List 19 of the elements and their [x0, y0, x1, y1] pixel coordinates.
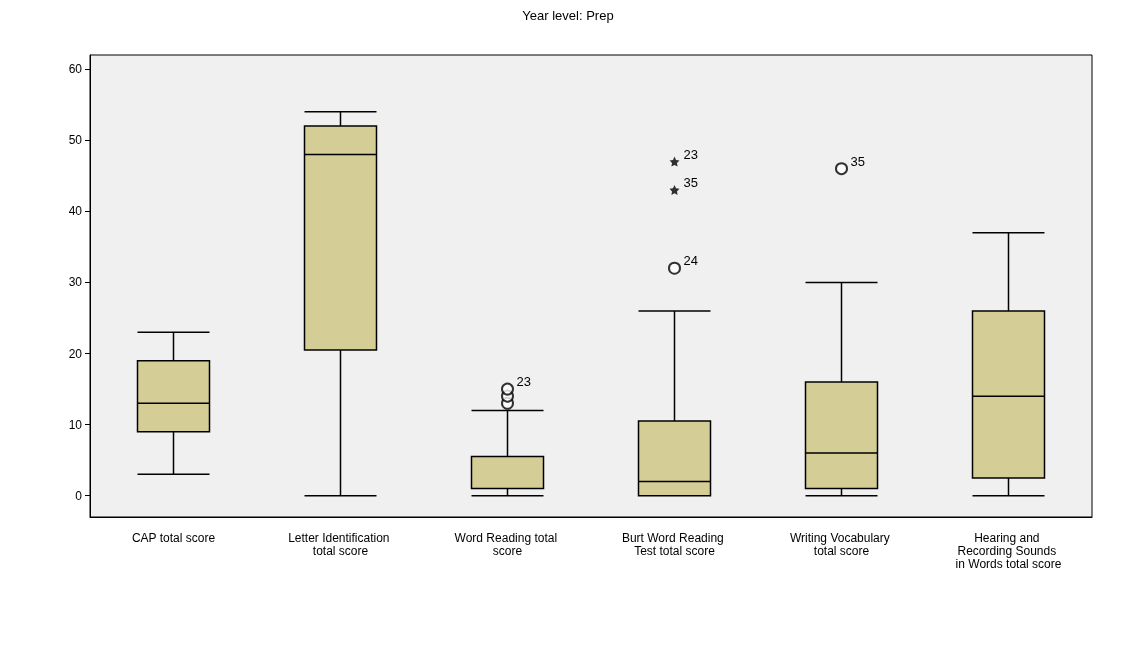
annotation: 35 [850, 153, 865, 169]
y-tick-label: 60 [68, 62, 83, 77]
x-tick-label: Writing Vocabulary total score [789, 530, 894, 558]
x-tick-label: Word Reading total score [454, 530, 561, 558]
annotation: 35 [683, 175, 698, 191]
annotation: 23 [516, 374, 531, 390]
annotation: 24 [683, 253, 698, 269]
x-tick-label: Letter Identification total score [288, 530, 393, 558]
y-tick-label: 20 [68, 346, 83, 361]
x-tick-label: Hearing and Recording Sounds in Words total score [955, 530, 1062, 571]
x-tick-label: CAP total score [131, 530, 216, 545]
annotation: 23 [683, 146, 698, 162]
x-tick-label: Burt Word Reading Test total score [621, 530, 728, 558]
y-tick-label: 30 [68, 275, 83, 290]
y-tick-label: 0 [75, 488, 83, 503]
chart-title: Year level: Prep [522, 8, 614, 23]
y-tick-label: 10 [68, 417, 83, 432]
y-tick-label: 40 [68, 204, 83, 219]
y-tick-label: 50 [68, 133, 83, 148]
